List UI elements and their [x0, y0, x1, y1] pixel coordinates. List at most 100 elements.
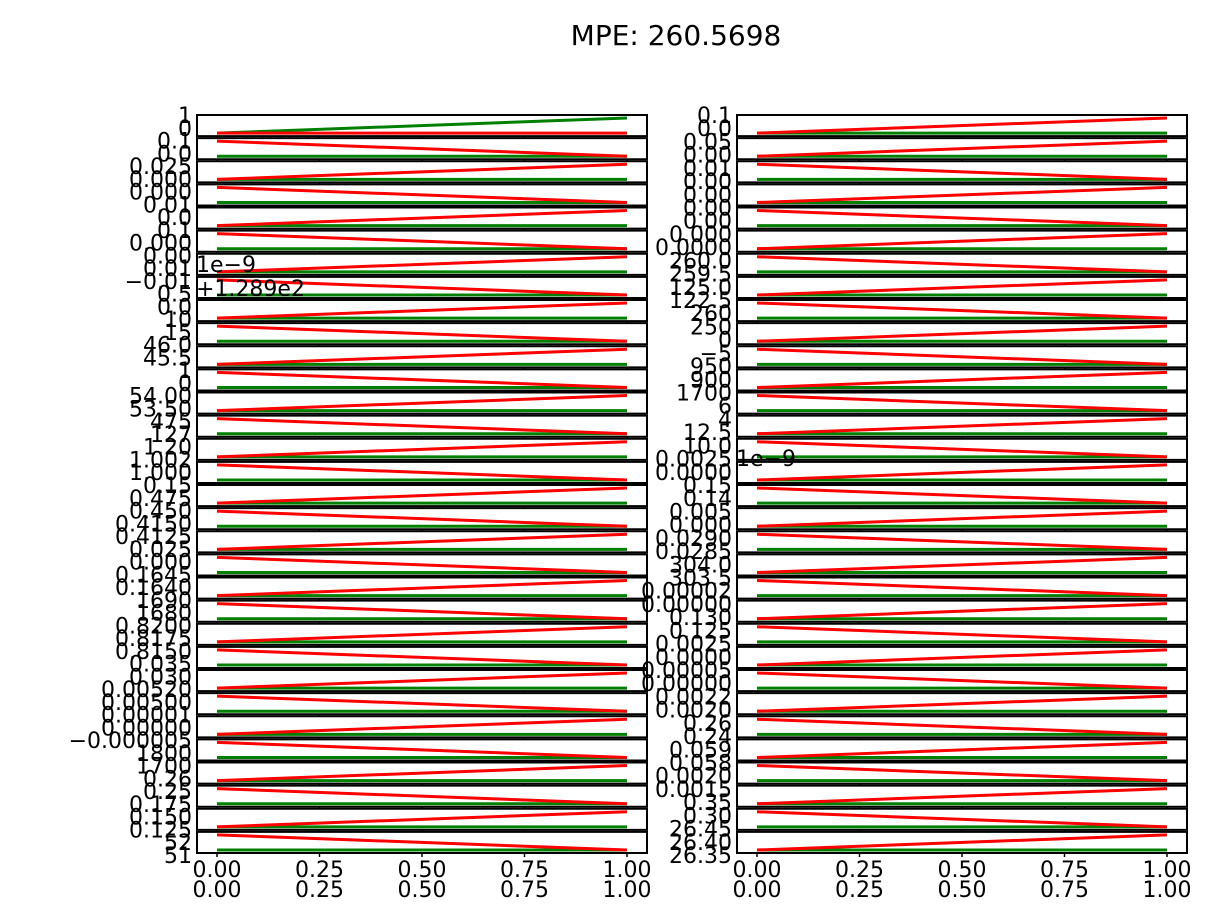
y-tick-label: 0.0285 — [655, 540, 732, 565]
x-tick-label: 0.25 — [835, 858, 884, 883]
x-tick-label: 0.00 — [193, 878, 242, 903]
y-tick-label: 0.8200 — [115, 614, 192, 639]
x-tick-label: 0.00 — [193, 858, 242, 883]
red-series-line — [216, 648, 628, 667]
x-tick-label: 0.25 — [295, 858, 344, 883]
red-series-line — [216, 625, 628, 644]
red-series-line — [756, 740, 1168, 759]
y-tick-label: 0.00 — [683, 170, 732, 195]
x-tick-label: 0.25 — [295, 878, 344, 903]
red-series-line — [756, 440, 1168, 459]
y-tick-label: 0.0 — [157, 206, 192, 231]
x-tick-label: 1.00 — [1143, 858, 1192, 883]
red-series-line — [756, 185, 1168, 204]
y-tick-label: 0.26 — [143, 767, 192, 792]
y-tick-label: 0.125 — [129, 818, 192, 843]
y-tick-label: 46.0 — [143, 334, 192, 359]
red-series-line — [756, 463, 1168, 482]
y-tick-label: 0.150 — [129, 806, 192, 831]
y-tick-label: 950 — [690, 355, 732, 380]
y-tick-label: 52 — [164, 831, 192, 856]
offset-annotation: +1.289e2 — [196, 277, 305, 302]
y-tick-label: 1700 — [136, 755, 192, 780]
y-tick-label: 0.26 — [683, 712, 732, 737]
y-tick-label: 1.20 — [143, 436, 192, 461]
y-tick-label: 122.5 — [669, 289, 732, 314]
y-tick-label: 54.00 — [129, 385, 192, 410]
x-tick-label: 0.50 — [938, 878, 987, 903]
red-series-line — [756, 324, 1168, 343]
y-tick-label: 0.00002 — [641, 580, 732, 605]
y-tick-label: 475 — [150, 410, 192, 435]
red-series-line — [756, 717, 1168, 736]
y-tick-label: 0.4125 — [115, 525, 192, 550]
y-tick-label: 0.0000 — [655, 461, 732, 486]
y-tick-label: 0.00000 — [641, 672, 732, 697]
red-series-line — [756, 116, 1168, 135]
y-tick-label: 0.000 — [129, 232, 192, 257]
red-series-line — [756, 648, 1168, 667]
y-tick-label: 0.00000 — [641, 593, 732, 618]
red-series-line — [216, 740, 628, 759]
y-tick-label: 0.15 — [143, 474, 192, 499]
y-tick-label: 0.00001 — [101, 704, 192, 729]
red-series-line — [756, 833, 1168, 852]
y-tick-label: 127 — [150, 423, 192, 448]
red-series-line — [216, 324, 628, 343]
y-tick-label: 0.00 — [683, 144, 732, 169]
y-tick-label: 260.0 — [669, 249, 732, 274]
red-series-line — [216, 301, 628, 320]
red-series-line — [756, 764, 1168, 783]
y-tick-label: 0.30 — [683, 804, 732, 829]
y-tick-label: 1.000 — [129, 461, 192, 486]
red-series-line — [756, 394, 1168, 413]
x-tick-label: 0.75 — [500, 858, 549, 883]
red-series-line — [216, 347, 628, 366]
x-tick-label: 0.50 — [398, 858, 447, 883]
red-series-line — [216, 255, 628, 274]
x-tick-label: 0.75 — [1040, 878, 1089, 903]
y-tick-label: 0.025 — [129, 155, 192, 180]
y-tick-label: 0.005 — [669, 500, 732, 525]
red-series-line — [756, 162, 1168, 181]
y-tick-label: 0.0290 — [655, 527, 732, 552]
y-tick-label: 0.00 — [143, 244, 192, 269]
y-tick-label: 0 — [178, 372, 192, 397]
y-tick-label: 0.025 — [129, 538, 192, 563]
y-tick-label: −0.01 — [125, 270, 192, 295]
y-tick-label: 0.0000 — [655, 646, 732, 671]
red-series-line — [756, 625, 1168, 644]
y-tick-label: 0.1 — [157, 130, 192, 155]
y-tick-label: 260 — [690, 302, 732, 327]
y-tick-label: 900 — [690, 368, 732, 393]
red-series-line — [216, 555, 628, 574]
y-tick-label: 250 — [690, 315, 732, 340]
y-tick-label: 0.000 — [669, 223, 732, 248]
y-tick-label: 0.0 — [697, 117, 732, 142]
offset-annotation: 1e−9 — [196, 253, 256, 278]
y-tick-label: 0.8175 — [115, 627, 192, 652]
y-tick-label: 304.0 — [669, 553, 732, 578]
x-tick-label: 0.75 — [1040, 858, 1089, 883]
y-tick-label: 10 — [164, 308, 192, 333]
red-series-line — [756, 486, 1168, 505]
y-tick-label: 0.0022 — [655, 685, 732, 710]
y-tick-label: 0.25 — [143, 780, 192, 805]
y-tick-label: 0.1645 — [115, 563, 192, 588]
y-tick-label: 0.030 — [129, 665, 192, 690]
red-series-line — [216, 278, 628, 297]
x-tick-label: 0.00 — [733, 858, 782, 883]
red-series-line — [216, 139, 628, 158]
y-tick-label: 0.0020 — [655, 765, 732, 790]
y-tick-label: 0.00500 — [101, 691, 192, 716]
red-series-line — [756, 417, 1168, 436]
red-series-line — [756, 579, 1168, 598]
red-series-line — [756, 694, 1168, 713]
y-tick-label: 1.002 — [129, 448, 192, 473]
y-tick-label: 303.5 — [669, 567, 732, 592]
y-tick-label: 0.24 — [683, 725, 732, 750]
y-tick-label: 0.0020 — [655, 699, 732, 724]
y-tick-label: 53.50 — [129, 397, 192, 422]
y-tick-label: 125.0 — [669, 276, 732, 301]
red-series-line — [756, 671, 1168, 690]
